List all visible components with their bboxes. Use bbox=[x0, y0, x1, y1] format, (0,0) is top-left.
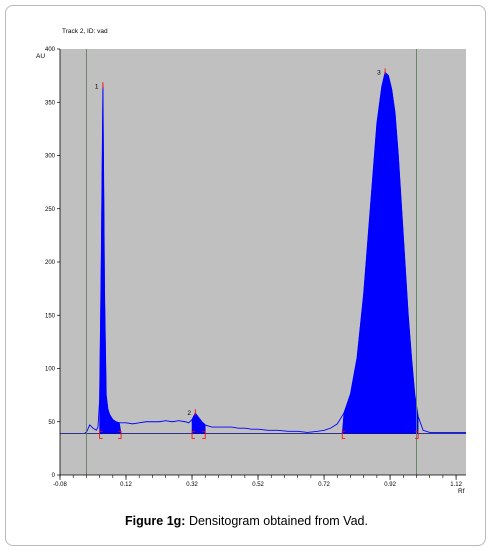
y-tick-label-4: 200 bbox=[45, 260, 56, 266]
peak-label-3: 3 bbox=[377, 69, 381, 76]
x-tick-label-4: 0.72 bbox=[318, 482, 330, 488]
x-tick-label-2: 0.32 bbox=[186, 482, 198, 488]
peak-label-1: 1 bbox=[95, 83, 99, 90]
y-axis-label: AU bbox=[36, 53, 45, 60]
axis-ticks-group: 0 50 100 150 200 250 300 350 400 -0.08 0.12 0.32 0.5… bbox=[45, 47, 463, 488]
x-tick-label-6: 1.12 bbox=[450, 482, 462, 488]
integration-bracket-2-2 bbox=[202, 431, 206, 439]
x-tick-label-1: 0.12 bbox=[120, 482, 132, 488]
integration-bracket-1-1 bbox=[99, 431, 103, 439]
y-tick-label-0: 0 bbox=[52, 473, 56, 479]
signal-area-group bbox=[60, 71, 466, 434]
integration-bracket-1-2 bbox=[118, 431, 122, 439]
y-tick-label-2: 100 bbox=[45, 367, 56, 373]
marker-group: 1 2 3 bbox=[85, 49, 419, 475]
signal-line bbox=[84, 71, 466, 433]
x-tick-label-5: 0.92 bbox=[384, 482, 396, 488]
y-tick-label-3: 150 bbox=[45, 313, 56, 319]
integration-bracket-3-1 bbox=[341, 431, 346, 439]
y-tick-label-6: 300 bbox=[45, 154, 56, 160]
y-tick-label-5: 250 bbox=[45, 207, 56, 213]
x-tick-label-0: -0.08 bbox=[53, 482, 67, 488]
chart-title: Track 2, ID: vad bbox=[62, 28, 108, 35]
peak-label-2: 2 bbox=[187, 410, 191, 417]
figure-caption: Figure 1g: Densitogram obtained from Vad… bbox=[0, 514, 493, 528]
y-tick-label-8: 400 bbox=[45, 47, 56, 53]
caption-label: Figure 1g: bbox=[125, 514, 186, 528]
x-tick-label-3: 0.52 bbox=[252, 482, 264, 488]
y-tick-label-1: 50 bbox=[48, 420, 55, 426]
caption-text: Densitogram obtained from Vad. bbox=[188, 514, 368, 528]
integration-bracket-2-1 bbox=[191, 431, 196, 439]
integration-bracket-3-2 bbox=[415, 431, 419, 439]
y-tick-label-7: 350 bbox=[45, 100, 56, 106]
x-axis-label: Rf bbox=[458, 488, 465, 495]
